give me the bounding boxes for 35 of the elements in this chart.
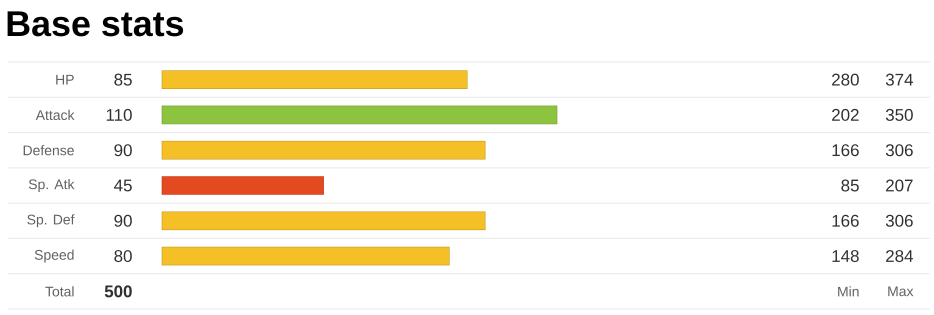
text: 202 bbox=[832, 108, 859, 121]
y-tick-label: Sp. Def bbox=[27, 214, 74, 228]
text: 207 bbox=[886, 180, 913, 192]
text: Total bbox=[45, 286, 74, 296]
bar bbox=[162, 176, 324, 195]
data-label: 45 bbox=[114, 180, 132, 192]
text: 85 bbox=[841, 180, 859, 192]
data-label: 90 bbox=[114, 144, 132, 156]
text: 350 bbox=[886, 108, 913, 121]
chart-title: Base stats bbox=[8, 11, 184, 36]
text: Min bbox=[838, 286, 859, 296]
bar bbox=[162, 106, 558, 124]
bar bbox=[162, 70, 468, 89]
text: 500 bbox=[104, 285, 132, 298]
text: 280 bbox=[832, 74, 859, 86]
data-label: 90 bbox=[114, 214, 132, 227]
y-tick-label: Speed bbox=[34, 250, 74, 263]
text: 284 bbox=[886, 250, 913, 262]
text: 148 bbox=[832, 250, 859, 262]
text: Max bbox=[888, 286, 914, 296]
data-label: 85 bbox=[114, 74, 132, 86]
data-label: 80 bbox=[114, 250, 132, 262]
text: 166 bbox=[832, 144, 859, 156]
bar bbox=[162, 140, 486, 160]
text: 306 bbox=[886, 214, 913, 227]
bar bbox=[162, 246, 450, 266]
y-tick-label: Defense bbox=[24, 145, 74, 156]
y-tick-label: Sp. Atk bbox=[28, 179, 74, 192]
text: 166 bbox=[832, 214, 859, 227]
data-label: 110 bbox=[106, 108, 132, 121]
text: 306 bbox=[886, 144, 913, 156]
bar bbox=[162, 211, 486, 230]
y-tick-label: Attack bbox=[36, 110, 75, 120]
y-tick-label: HP bbox=[56, 74, 74, 84]
text: 374 bbox=[886, 74, 913, 86]
